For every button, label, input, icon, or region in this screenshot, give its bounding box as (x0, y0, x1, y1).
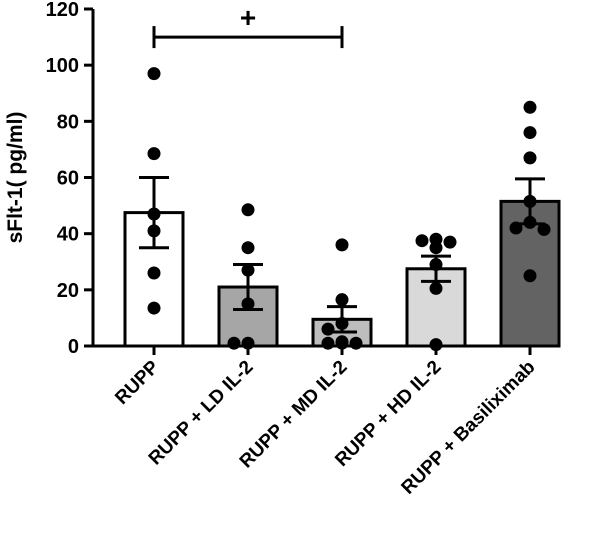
y-tick-label: 0 (68, 336, 79, 358)
data-point (509, 221, 523, 235)
data-point (147, 67, 161, 81)
data-point (523, 269, 537, 283)
data-point (147, 266, 161, 280)
y-axis-title: sFlt-1( pg/ml) (4, 112, 27, 244)
data-point (523, 100, 537, 114)
data-point (321, 322, 335, 336)
data-point (321, 336, 335, 350)
data-point (241, 203, 255, 217)
data-point (147, 207, 161, 221)
data-point (429, 241, 443, 255)
data-point (429, 281, 443, 295)
significance-symbol: + (240, 2, 256, 33)
data-points (147, 67, 551, 352)
data-point (523, 215, 537, 229)
y-tick-label: 40 (57, 224, 79, 246)
data-point (147, 147, 161, 161)
significance-annotation: + (152, 2, 344, 49)
x-tick-label: RUPP (111, 356, 163, 408)
y-tick-label: 60 (57, 168, 79, 190)
data-point (537, 222, 551, 236)
error-bars (139, 176, 545, 334)
data-point (335, 238, 349, 252)
data-point (349, 336, 363, 350)
data-point (429, 258, 443, 272)
data-point (443, 235, 457, 249)
data-point (523, 194, 537, 208)
y-tick-label: 100 (46, 55, 79, 77)
data-point (147, 224, 161, 238)
data-point (241, 297, 255, 311)
y-tick-label: 20 (57, 280, 79, 302)
data-point (335, 317, 349, 331)
data-point (523, 126, 537, 140)
y-tick-label: 120 (46, 0, 79, 21)
data-point (523, 151, 537, 165)
data-point (241, 263, 255, 277)
y-axis: 0 20 40 60 80 100 120 (46, 0, 95, 358)
data-point (147, 301, 161, 315)
y-tick-label: 80 (57, 111, 79, 133)
data-point (335, 293, 349, 307)
data-point (227, 336, 241, 350)
data-point (415, 234, 429, 248)
data-point (241, 241, 255, 255)
